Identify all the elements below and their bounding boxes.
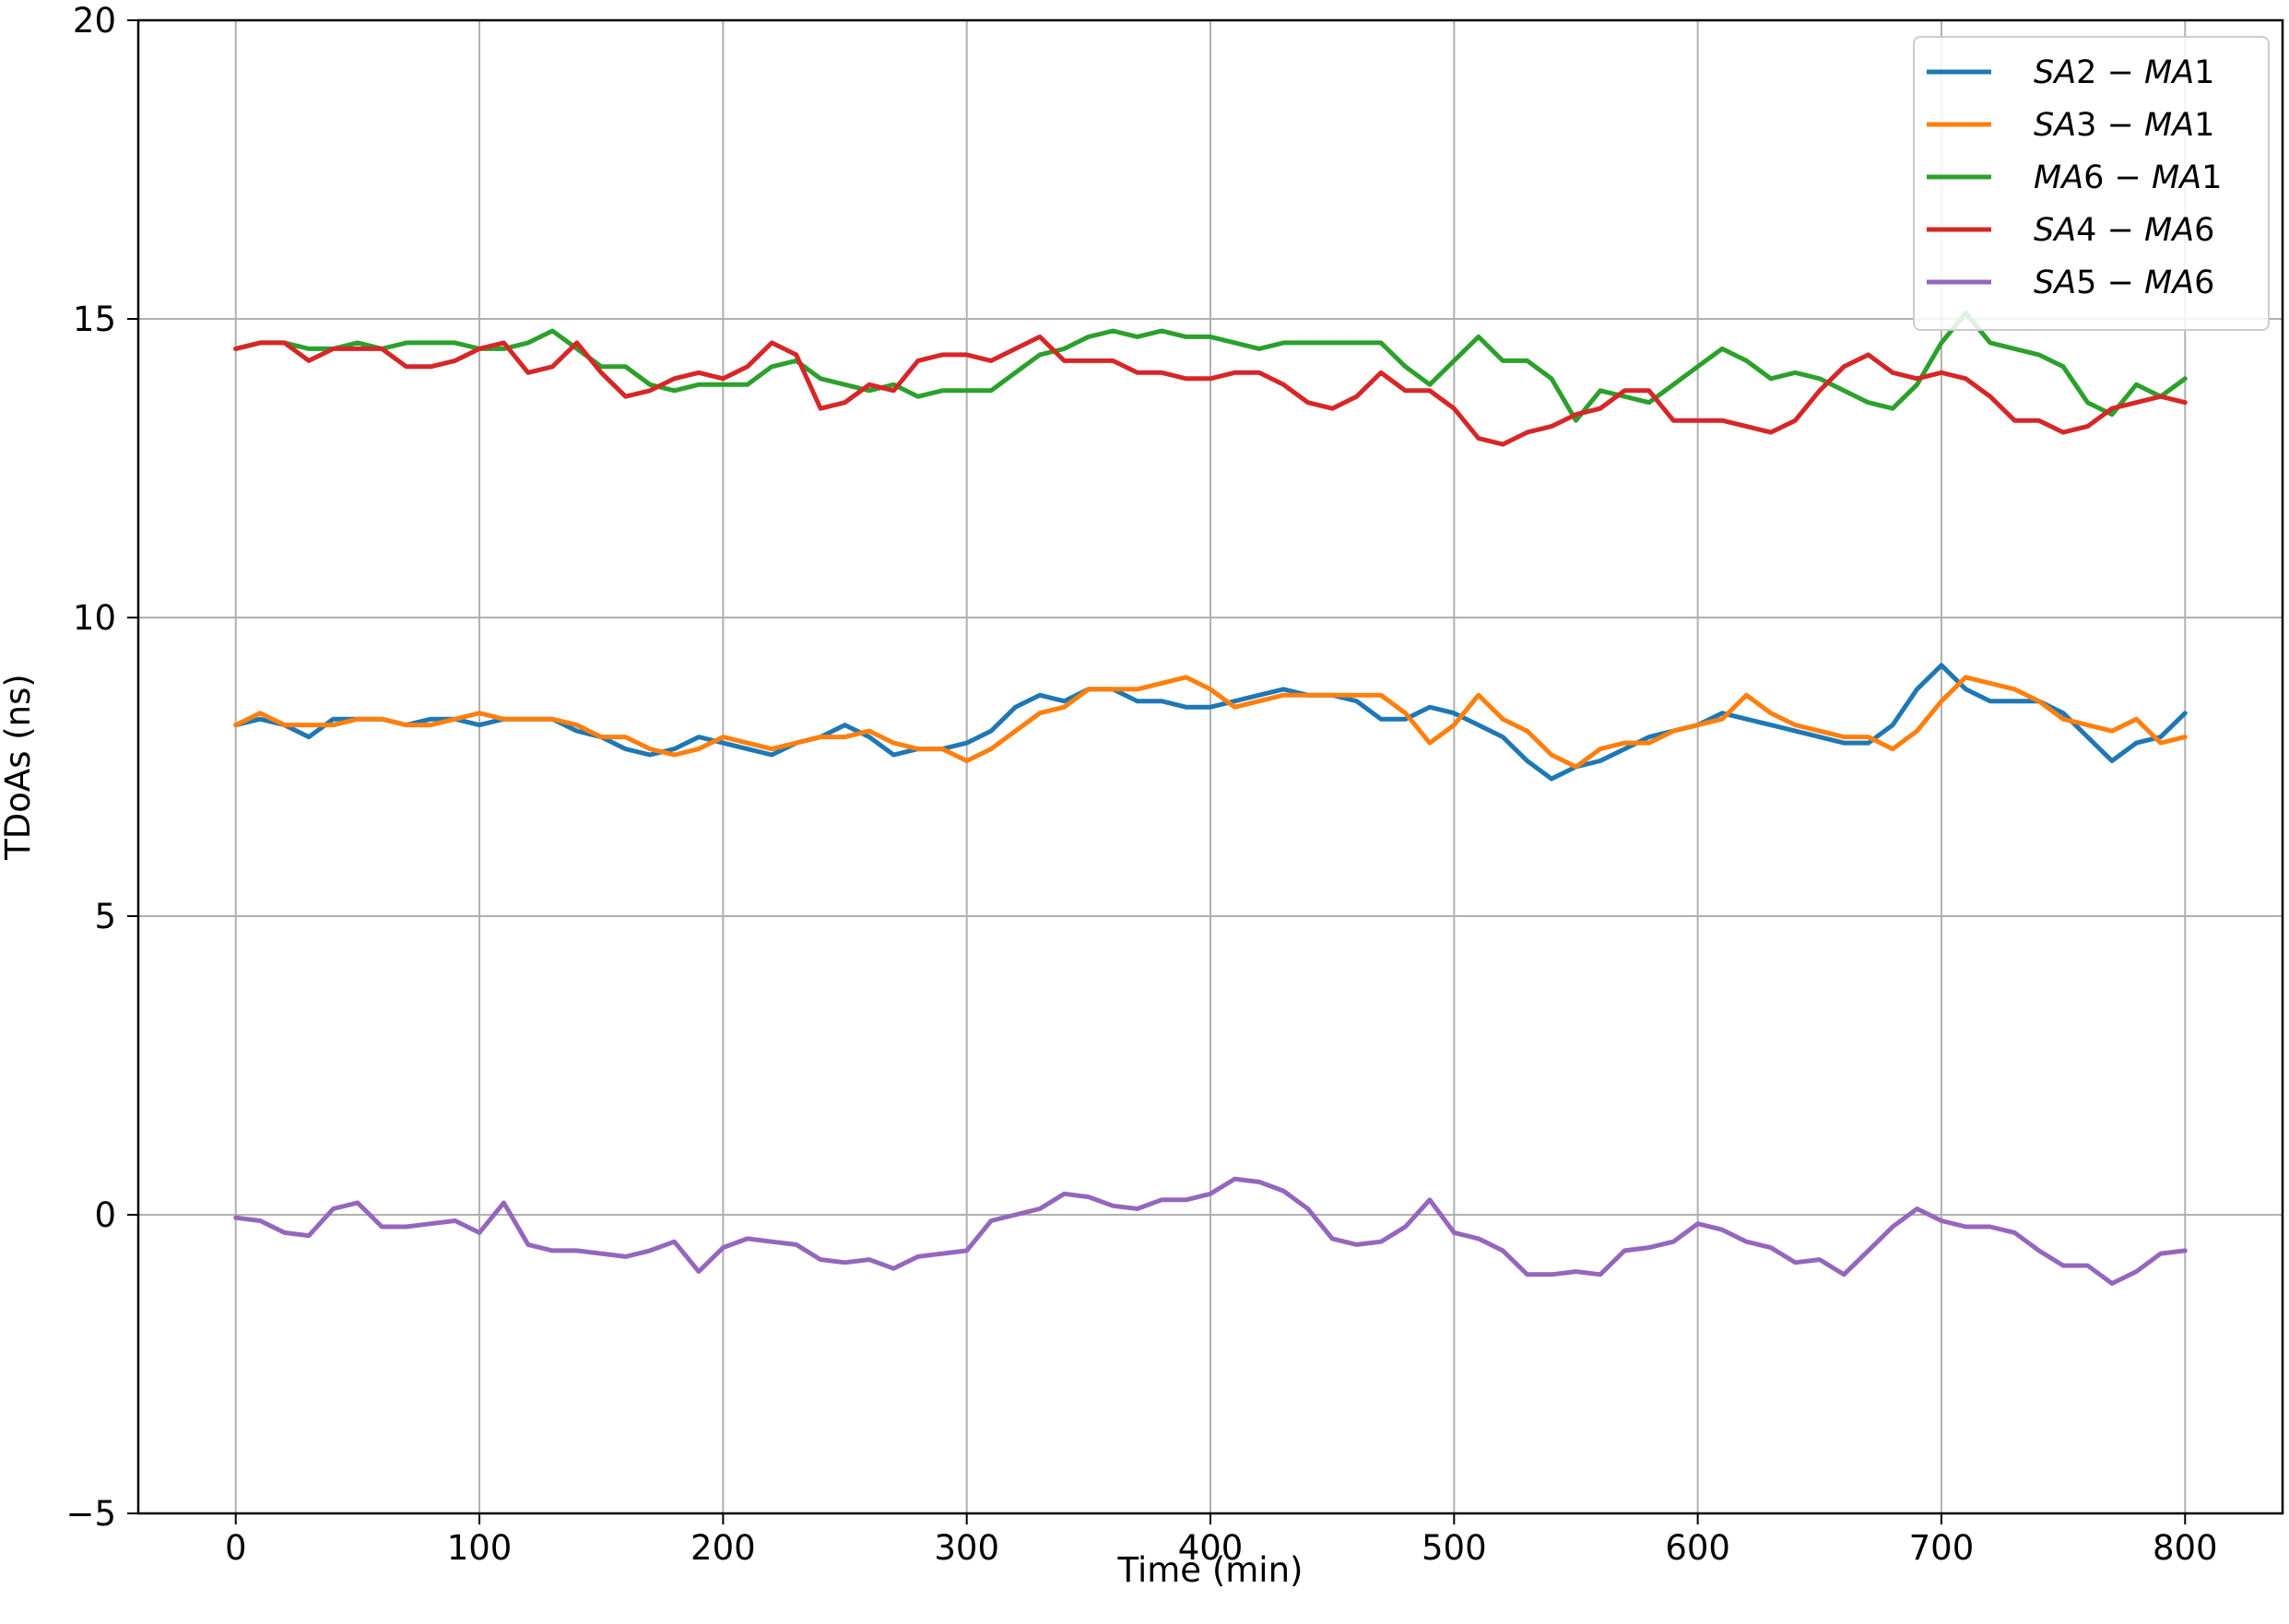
x-tick-label: 700 [1909, 1528, 1975, 1568]
series-line-sa5-ma6 [233, 1176, 2188, 1286]
legend-label: MA6 − MA1 [2034, 159, 2222, 196]
y-tick-label: 15 [73, 300, 116, 339]
legend-label: SA3 − MA1 [2034, 107, 2214, 144]
y-axis-ticks: −5 0 5 10 15 20 [65, 1, 138, 1534]
x-axis-label: Time (min) [1117, 1550, 1304, 1590]
legend-label: SA4 − MA6 [2034, 212, 2214, 249]
series-line-ma6-ma1 [233, 311, 2188, 423]
y-axis-label: TDoAs (ns) [0, 674, 38, 861]
y-tick-label: 0 [94, 1195, 116, 1235]
x-axis-ticks: 0 100 200 300 400 500 600 700 800 [225, 1513, 2218, 1568]
y-tick-label: −5 [65, 1494, 116, 1534]
legend-label: SA5 − MA6 [2034, 265, 2214, 301]
x-tick-label: 200 [690, 1528, 756, 1568]
x-tick-label: 100 [447, 1528, 513, 1568]
legend: SA2 − MA1 SA3 − MA1 MA6 − MA1 SA4 − MA6 SA5 … [1913, 36, 2270, 331]
x-tick-label: 0 [225, 1528, 247, 1568]
x-tick-label: 300 [934, 1528, 999, 1568]
y-tick-label: 10 [73, 598, 116, 638]
x-tick-label: 600 [1665, 1528, 1730, 1568]
legend-box [1913, 36, 2270, 331]
legend-label: SA2 − MA1 [2034, 54, 2214, 91]
x-tick-label: 800 [2153, 1528, 2218, 1568]
y-tick-label: 5 [94, 897, 116, 936]
series-line-sa4-ma6 [233, 334, 2188, 447]
x-tick-label: 500 [1422, 1528, 1487, 1568]
series-lines [233, 311, 2188, 1286]
series-line-sa3-ma1 [233, 675, 2188, 770]
y-tick-label: 20 [73, 1, 116, 41]
x-tick-label: 400 [1178, 1528, 1244, 1568]
